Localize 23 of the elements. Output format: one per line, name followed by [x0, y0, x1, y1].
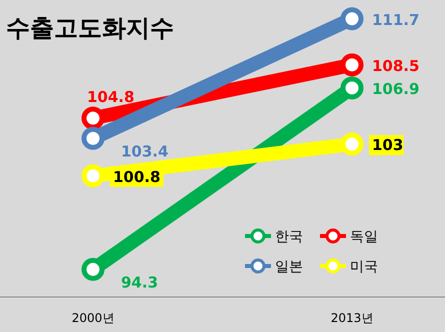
point [340, 76, 364, 100]
legend-label: 일본 [275, 259, 303, 275]
data-label: 100.8 [113, 168, 160, 186]
point [340, 132, 364, 156]
data-label: 103 [372, 136, 404, 154]
point [82, 106, 104, 130]
point [82, 126, 104, 150]
point [82, 258, 104, 281]
data-label: 94.3 [121, 273, 158, 292]
point [340, 53, 364, 76]
legend-label: 미국 [350, 259, 378, 275]
x-tick-label: 2013년 [330, 311, 374, 325]
data-label: 111.7 [372, 10, 420, 29]
legend-label: 독일 [350, 229, 378, 245]
data-label: 106.9 [372, 80, 420, 98]
legend-label: 한국 [275, 229, 303, 245]
data-label: 103.4 [121, 142, 168, 160]
point [340, 7, 364, 30]
point [82, 164, 104, 188]
x-tick-label: 2000년 [72, 311, 114, 325]
data-label: 104.8 [87, 88, 134, 106]
chart-title: 수출고도화지수 [6, 14, 174, 42]
data-label: 108.5 [372, 56, 420, 75]
